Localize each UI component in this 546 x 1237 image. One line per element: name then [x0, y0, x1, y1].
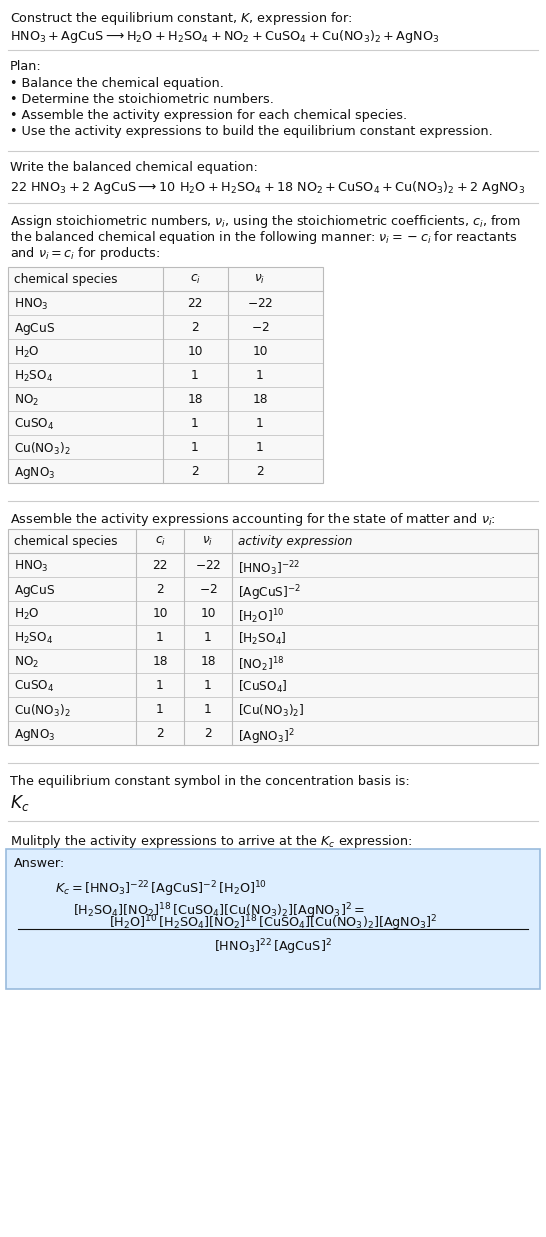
Text: $K_c = [\mathrm{HNO_3}]^{-22}\,[\mathrm{AgCuS}]^{-2}\,[\mathrm{H_2O}]^{10}$: $K_c = [\mathrm{HNO_3}]^{-22}\,[\mathrm{… [55, 880, 267, 898]
Text: • Use the activity expressions to build the equilibrium constant expression.: • Use the activity expressions to build … [10, 125, 492, 139]
Text: 18: 18 [187, 393, 203, 406]
Text: and $\nu_i = c_i$ for products:: and $\nu_i = c_i$ for products: [10, 245, 160, 262]
Text: • Assemble the activity expression for each chemical species.: • Assemble the activity expression for e… [10, 109, 407, 122]
Text: 10: 10 [200, 607, 216, 620]
Text: $[\mathrm{AgNO_3}]^{2}$: $[\mathrm{AgNO_3}]^{2}$ [238, 727, 294, 747]
Text: 18: 18 [152, 656, 168, 668]
Text: $-22$: $-22$ [247, 297, 273, 310]
Text: the balanced chemical equation in the following manner: $\nu_i = -c_i$ for react: the balanced chemical equation in the fo… [10, 229, 518, 246]
Text: $\nu_i$: $\nu_i$ [254, 273, 265, 286]
Text: $[\mathrm{H_2SO_4}][\mathrm{NO_2}]^{18}\,[\mathrm{CuSO_4}][\mathrm{Cu(NO_3)_2}][: $[\mathrm{H_2SO_4}][\mathrm{NO_2}]^{18}\… [73, 901, 365, 920]
Text: 18: 18 [200, 656, 216, 668]
Text: $\mathrm{NO_2}$: $\mathrm{NO_2}$ [14, 656, 39, 670]
Text: 1: 1 [204, 631, 212, 644]
Text: $K_c$: $K_c$ [10, 793, 29, 813]
Text: $\mathrm{CuSO_4}$: $\mathrm{CuSO_4}$ [14, 417, 55, 432]
Text: $\mathrm{CuSO_4}$: $\mathrm{CuSO_4}$ [14, 679, 55, 694]
Text: 10: 10 [187, 345, 203, 357]
Text: $\mathrm{HNO_3}$: $\mathrm{HNO_3}$ [14, 559, 49, 574]
Text: 1: 1 [156, 679, 164, 691]
Text: $c_i$: $c_i$ [155, 534, 165, 548]
Text: 2: 2 [204, 727, 212, 740]
Text: $\mathrm{AgCuS}$: $\mathrm{AgCuS}$ [14, 320, 55, 336]
Text: chemical species: chemical species [14, 273, 117, 286]
Text: $22\ \mathrm{HNO_3+2\ AgCuS} \longrightarrow 10\ \mathrm{H_2O+H_2SO_4+18\ NO_2+C: $22\ \mathrm{HNO_3+2\ AgCuS} \longrighta… [10, 179, 525, 195]
Text: $-2$: $-2$ [199, 583, 217, 596]
Bar [6, 849, 540, 990]
Text: activity expression: activity expression [238, 534, 352, 548]
Text: Construct the equilibrium constant, $K$, expression for:: Construct the equilibrium constant, $K$,… [10, 10, 353, 27]
Text: $c_i$: $c_i$ [189, 273, 200, 286]
Text: 22: 22 [152, 559, 168, 571]
Text: 1: 1 [204, 679, 212, 691]
Text: Assign stoichiometric numbers, $\nu_i$, using the stoichiometric coefficients, $: Assign stoichiometric numbers, $\nu_i$, … [10, 213, 521, 230]
Text: 22: 22 [187, 297, 203, 310]
Text: $\mathrm{Cu(NO_3)_2}$: $\mathrm{Cu(NO_3)_2}$ [14, 442, 70, 458]
Text: $\mathrm{H_2O}$: $\mathrm{H_2O}$ [14, 345, 40, 360]
Text: $\mathrm{AgNO_3}$: $\mathrm{AgNO_3}$ [14, 727, 55, 743]
Text: $\mathrm{Cu(NO_3)_2}$: $\mathrm{Cu(NO_3)_2}$ [14, 703, 70, 719]
Text: 1: 1 [204, 703, 212, 716]
Text: 1: 1 [256, 417, 264, 430]
Text: $[\mathrm{H_2SO_4}]$: $[\mathrm{H_2SO_4}]$ [238, 631, 287, 647]
Text: 1: 1 [256, 369, 264, 382]
Text: $[\mathrm{AgCuS}]^{-2}$: $[\mathrm{AgCuS}]^{-2}$ [238, 583, 301, 602]
Text: $\mathrm{AgCuS}$: $\mathrm{AgCuS}$ [14, 583, 55, 599]
Text: $[\mathrm{H_2O}]^{10}$: $[\mathrm{H_2O}]^{10}$ [238, 607, 284, 626]
Text: Plan:: Plan: [10, 61, 41, 73]
Text: $-22$: $-22$ [195, 559, 221, 571]
Text: • Balance the chemical equation.: • Balance the chemical equation. [10, 77, 224, 90]
Text: 1: 1 [156, 631, 164, 644]
Text: 2: 2 [156, 583, 164, 596]
Text: chemical species: chemical species [14, 534, 117, 548]
Bar [8, 529, 538, 745]
Text: $[\mathrm{Cu(NO_3)_2}]$: $[\mathrm{Cu(NO_3)_2}]$ [238, 703, 305, 719]
Text: 1: 1 [256, 442, 264, 454]
Bar [8, 267, 323, 482]
Text: Assemble the activity expressions accounting for the state of matter and $\nu_i$: Assemble the activity expressions accoun… [10, 511, 496, 528]
Text: Answer:: Answer: [14, 857, 66, 870]
Text: 1: 1 [191, 442, 199, 454]
Text: 2: 2 [156, 727, 164, 740]
Text: 10: 10 [152, 607, 168, 620]
Text: 10: 10 [252, 345, 268, 357]
Text: $[\mathrm{CuSO_4}]$: $[\mathrm{CuSO_4}]$ [238, 679, 288, 695]
Text: $[\mathrm{H_2O}]^{10}\,[\mathrm{H_2SO_4}][\mathrm{NO_2}]^{18}\,[\mathrm{CuSO_4}]: $[\mathrm{H_2O}]^{10}\,[\mathrm{H_2SO_4}… [109, 913, 437, 933]
Text: $\mathrm{NO_2}$: $\mathrm{NO_2}$ [14, 393, 39, 408]
Text: • Determine the stoichiometric numbers.: • Determine the stoichiometric numbers. [10, 93, 274, 106]
Text: $[\mathrm{HNO_3}]^{-22}$: $[\mathrm{HNO_3}]^{-22}$ [238, 559, 300, 578]
Text: $-2$: $-2$ [251, 320, 269, 334]
Text: 1: 1 [156, 703, 164, 716]
Text: 1: 1 [191, 369, 199, 382]
Text: 2: 2 [191, 320, 199, 334]
Text: $\mathrm{H_2O}$: $\mathrm{H_2O}$ [14, 607, 40, 622]
Text: Write the balanced chemical equation:: Write the balanced chemical equation: [10, 161, 258, 174]
Text: $\nu_i$: $\nu_i$ [203, 534, 213, 548]
Text: 1: 1 [191, 417, 199, 430]
Text: $\mathrm{H_2SO_4}$: $\mathrm{H_2SO_4}$ [14, 631, 54, 646]
Text: 2: 2 [191, 465, 199, 477]
Text: $\mathrm{HNO_3+AgCuS} \longrightarrow \mathrm{H_2O+H_2SO_4+NO_2+CuSO_4+Cu(NO_3)_: $\mathrm{HNO_3+AgCuS} \longrightarrow \m… [10, 28, 440, 45]
Text: Mulitply the activity expressions to arrive at the $K_c$ expression:: Mulitply the activity expressions to arr… [10, 833, 412, 850]
Text: 18: 18 [252, 393, 268, 406]
Text: $\mathrm{HNO_3}$: $\mathrm{HNO_3}$ [14, 297, 49, 312]
Text: $\mathrm{AgNO_3}$: $\mathrm{AgNO_3}$ [14, 465, 55, 481]
Text: $\mathrm{H_2SO_4}$: $\mathrm{H_2SO_4}$ [14, 369, 54, 385]
Text: The equilibrium constant symbol in the concentration basis is:: The equilibrium constant symbol in the c… [10, 776, 409, 788]
Text: 2: 2 [256, 465, 264, 477]
Text: $[\mathrm{NO_2}]^{18}$: $[\mathrm{NO_2}]^{18}$ [238, 656, 284, 674]
Text: $[\mathrm{HNO_3}]^{22}\,[\mathrm{AgCuS}]^{2}$: $[\mathrm{HNO_3}]^{22}\,[\mathrm{AgCuS}]… [214, 936, 332, 956]
